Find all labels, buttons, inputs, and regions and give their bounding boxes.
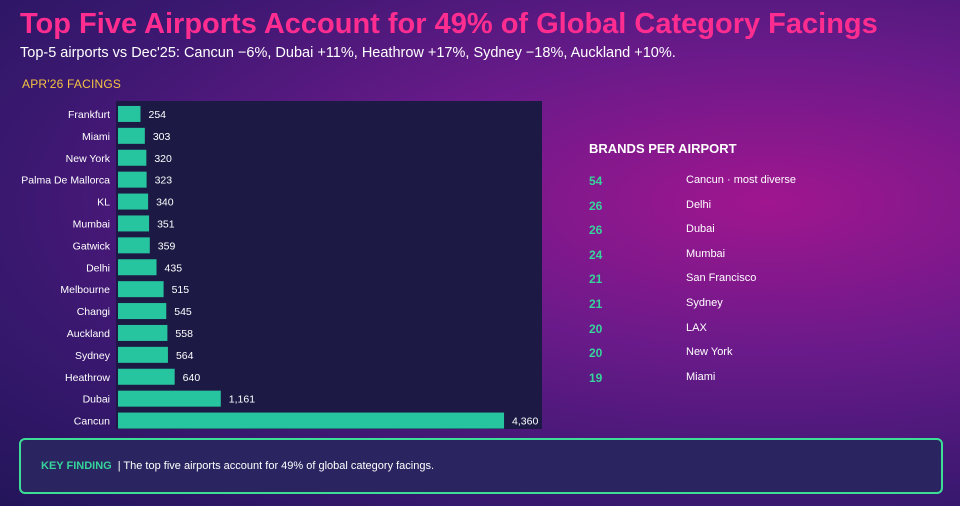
- value-label: 323: [155, 175, 173, 187]
- brand-name: San Francisco: [686, 272, 757, 285]
- brand-row: 26 Delhi: [589, 195, 889, 220]
- brand-count: 20: [589, 321, 603, 336]
- value-label: 640: [183, 372, 201, 384]
- bar-sydney: [118, 346, 168, 363]
- category-label: Changi: [77, 306, 110, 318]
- bar-melbourne: [118, 281, 164, 298]
- value-label: 254: [148, 109, 166, 121]
- category-label: Frankfurt: [68, 109, 110, 121]
- bar-frankfurt: [118, 105, 141, 122]
- brand-name: LAX: [686, 321, 707, 334]
- key-finding-box: KEY FINDING | The top five airports accou…: [19, 438, 943, 494]
- category-label: Delhi: [86, 262, 110, 274]
- brand-name: Sydney: [686, 296, 723, 309]
- brand-count: 54: [589, 174, 603, 188]
- chart-panel: [116, 101, 542, 429]
- bar-miami: [118, 127, 145, 144]
- category-label: Dubai: [83, 394, 110, 406]
- brand-count: 24: [589, 247, 603, 262]
- brand-row: 20 New York: [589, 342, 889, 367]
- bar-heathrow: [118, 368, 175, 385]
- key-finding-text: | The top five airports account for 49% …: [117, 460, 435, 472]
- value-label: 351: [157, 218, 175, 230]
- brand-row: 21 San Francisco: [589, 268, 889, 293]
- brand-row: 26 Dubai: [589, 219, 889, 244]
- value-label: 4,360: [512, 416, 538, 428]
- category-label: Sydney: [75, 350, 111, 362]
- page-subtitle: Top-5 airports vs Dec'25: Cancun −6%, Du…: [20, 45, 676, 61]
- category-label: Gatwick: [73, 240, 111, 252]
- value-label: 1,161: [229, 394, 255, 406]
- value-label: 545: [174, 306, 192, 318]
- brand-count: 21: [589, 296, 603, 311]
- bar-cancun: [118, 412, 505, 429]
- key-finding-content: KEY FINDING | The top five airports accou…: [41, 460, 434, 472]
- category-label: Auckland: [67, 328, 110, 340]
- value-label: 340: [156, 197, 174, 209]
- bar-delhi: [118, 259, 157, 276]
- brand-count: 26: [589, 223, 603, 238]
- bar-new-york: [118, 149, 147, 166]
- brand-name: Delhi: [686, 198, 712, 211]
- category-label: Palma De Mallorca: [21, 175, 110, 187]
- category-label: New York: [66, 153, 111, 165]
- category-label: Cancun: [74, 416, 110, 428]
- brand-row: 19 Miami: [589, 367, 889, 392]
- value-label: 320: [154, 153, 172, 165]
- brand-count: 21: [589, 272, 603, 287]
- category-label: Miami: [82, 131, 110, 143]
- bar-gatwick: [118, 237, 150, 254]
- brand-row: 24 Mumbai: [589, 244, 889, 269]
- chart-label: APR'26 FACINGS: [22, 77, 122, 91]
- category-label: Melbourne: [60, 284, 110, 296]
- brand-count: 19: [589, 370, 603, 385]
- brand-name: Dubai: [686, 223, 715, 236]
- brands-list: 54 Cancun · most diverse 26 Delhi 26 Dubai …: [589, 170, 889, 391]
- category-label: Mumbai: [73, 218, 110, 230]
- brand-count: 20: [589, 346, 603, 361]
- bar-auckland: [118, 324, 168, 341]
- key-finding-label: KEY FINDING: [41, 460, 112, 472]
- value-label: 435: [165, 262, 183, 274]
- page-title: Top Five Airports Account for 49% of Glo…: [20, 8, 878, 40]
- category-label: KL: [97, 197, 110, 209]
- bar-palma-de-mallorca: [118, 171, 147, 188]
- value-label: 303: [153, 131, 171, 143]
- brand-name: Mumbai: [686, 247, 726, 260]
- value-label: 564: [176, 350, 194, 362]
- facings-bar-chart: Frankfurt 254 Miami 303 New York 320 Palma De …: [21, 105, 539, 429]
- brand-row: 21 Sydney: [589, 293, 889, 318]
- brands-title: BRANDS PER AIRPORT: [589, 141, 737, 156]
- bar-kl: [118, 193, 149, 210]
- category-label: Heathrow: [65, 372, 110, 384]
- brand-name: New York: [686, 346, 733, 359]
- bar-changi: [118, 303, 167, 320]
- bar-mumbai: [118, 215, 150, 232]
- value-label: 515: [172, 284, 190, 296]
- brand-row: 54 Cancun · most diverse: [589, 170, 889, 195]
- brand-name: Miami: [686, 370, 716, 383]
- brand-row: 20 LAX: [589, 318, 889, 343]
- value-label: 558: [175, 328, 193, 340]
- bar-dubai: [118, 390, 221, 407]
- brand-name: Cancun · most diverse: [686, 174, 797, 186]
- value-label: 359: [158, 240, 176, 252]
- brand-count: 26: [589, 198, 603, 213]
